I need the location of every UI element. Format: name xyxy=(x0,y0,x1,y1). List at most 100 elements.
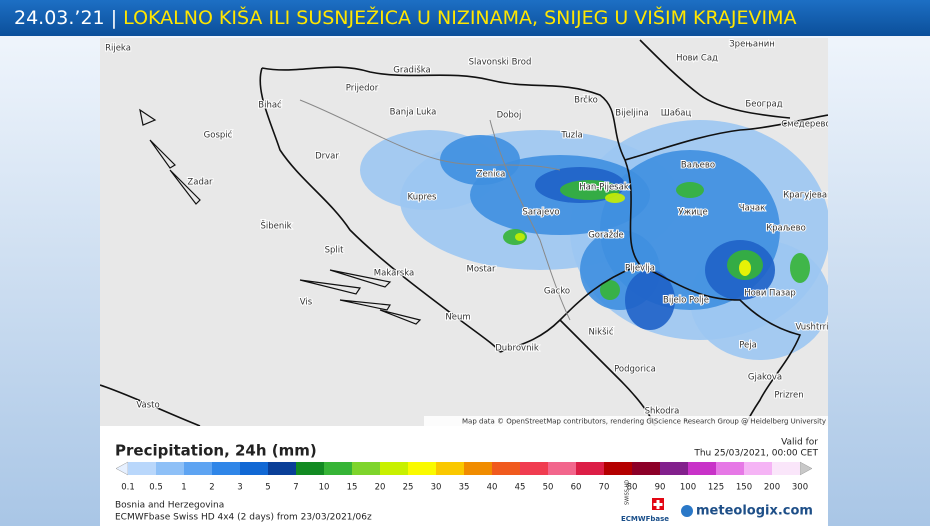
place-label: Нови Пазар xyxy=(744,289,796,299)
place-label: Bijeljina xyxy=(615,109,648,119)
colorbar-tick-label: 50 xyxy=(543,483,554,493)
colorbar-segment xyxy=(576,462,604,475)
colorbar-tick-label: 3 xyxy=(237,483,242,493)
precipitation xyxy=(360,120,828,360)
place-label: Шабац xyxy=(661,109,692,119)
colorbar-segment xyxy=(156,462,184,475)
logo-icon xyxy=(681,505,693,517)
colorbar-tick-label: 45 xyxy=(515,483,526,493)
colorbar-tick-label: 40 xyxy=(487,483,498,493)
colorbar-tick-label: 15 xyxy=(347,483,358,493)
colorbar-tick-label: 25 xyxy=(403,483,414,493)
legend-panel xyxy=(100,426,828,526)
colorbar-segment xyxy=(632,462,660,475)
place-label: Brčko xyxy=(574,95,598,106)
precip-area xyxy=(739,260,751,276)
precip-area xyxy=(605,193,625,203)
place-label: Ваљево xyxy=(681,161,715,171)
place-label: Podgorica xyxy=(614,365,656,375)
place-label: Drvar xyxy=(315,152,339,162)
precip-area xyxy=(676,182,704,198)
colorbar-tick-label: 0.5 xyxy=(149,483,163,493)
colorbar-tick-label: 60 xyxy=(571,483,582,493)
place-label: Goražde xyxy=(588,231,624,241)
place-label: Nikšić xyxy=(588,327,613,338)
colorbar: 0.1 0.5 1 2 3 5 7 10 15 20 25 30 35 40 45 50 60 70 80 90 100… xyxy=(115,461,813,493)
place-label: Чачак xyxy=(739,204,765,214)
colorbar-tick-label: 80 xyxy=(627,483,638,493)
headline: LOKALNO KIŠA ILI SUSNJEŽICA U NIZINAMA, … xyxy=(123,5,796,29)
colorbar-segment xyxy=(268,462,296,475)
place-label: Mostar xyxy=(467,265,497,275)
place-label: Vushtrri xyxy=(796,323,829,333)
place-label: Prizren xyxy=(774,391,803,401)
precip-area xyxy=(515,233,525,241)
colorbar-tick-label: 30 xyxy=(431,483,442,493)
colorbar-tick-label: 100 xyxy=(680,483,696,493)
place-label: Dubrovnik xyxy=(495,344,539,354)
colorbar-tick-label: 125 xyxy=(708,483,724,493)
place-label: Pljevlja xyxy=(625,264,655,274)
model: ECMWFbase Swiss HD 4x4 (2 days) from 23/… xyxy=(115,513,372,523)
colorbar-segment xyxy=(688,462,716,475)
map: Map data © OpenStreetMap contributors, r… xyxy=(100,38,833,426)
date: 24.03.’21 xyxy=(14,7,105,29)
colorbar-tick-label: 200 xyxy=(764,483,780,493)
colorbar-tick-label: 300 xyxy=(792,483,808,493)
internal-borders xyxy=(299,99,571,321)
place-label: Banja Luka xyxy=(390,108,437,118)
colorbar-segment xyxy=(324,462,352,475)
place-label: Зрењанин xyxy=(729,40,775,50)
colorbar-tick-label: 1 xyxy=(181,483,186,493)
precip-area xyxy=(440,135,520,185)
swiss-cross xyxy=(653,500,663,509)
colorbar-segment xyxy=(380,462,408,475)
colorbar-tick-label: 0.1 xyxy=(121,483,135,493)
place-label: Gradiška xyxy=(393,65,430,76)
logo-site: meteologix.com xyxy=(696,504,813,519)
precip-area xyxy=(560,180,620,200)
banner-title: 24.03.’21 | LOKALNO KIŠA ILI SUSNJEŽICA … xyxy=(14,5,797,29)
colorbar-segment xyxy=(548,462,576,475)
separator: | xyxy=(111,7,117,29)
colorbar-tick-label: 2 xyxy=(209,483,214,493)
place-label: Gacko xyxy=(544,287,570,297)
place-label: Ужице xyxy=(678,208,707,218)
islands xyxy=(139,108,422,325)
legend-title: Precipitation, 24h (mm) xyxy=(115,442,317,460)
colorbar-segment xyxy=(408,462,436,475)
colorbar-tick-label: 7 xyxy=(293,483,298,493)
place-label: Bihać xyxy=(258,100,282,111)
place-label: Kupres xyxy=(408,193,437,203)
place-label: Краљево xyxy=(766,224,806,234)
banner xyxy=(0,0,930,36)
colorbar-segment xyxy=(212,462,240,475)
place-label: Prijedor xyxy=(346,84,379,94)
precip-area xyxy=(790,253,810,283)
valid-label: Valid for xyxy=(781,438,818,448)
colorbar-segment xyxy=(716,462,744,475)
place-label: Bijelo Polje xyxy=(663,296,709,306)
place-label: Gjakova xyxy=(748,373,782,383)
place-label: Shkodra xyxy=(645,407,680,417)
place-label: Makarska xyxy=(374,269,414,279)
precip-area xyxy=(625,270,675,330)
place-label: Vis xyxy=(300,298,313,308)
place-label: Zadar xyxy=(187,178,213,188)
place-label: Нови Сад xyxy=(676,54,718,64)
colorbar-segment xyxy=(520,462,548,475)
colorbar-tick-label: 150 xyxy=(736,483,752,493)
colorbar-segment xyxy=(352,462,380,475)
colorbar-tick-label: 10 xyxy=(319,483,330,493)
colorbar-segment xyxy=(604,462,632,475)
place-labels: Rijeka Slavonski Brod Gradiška Нови Сад Зрењ… xyxy=(104,39,833,418)
logo-ecmwf: ECMWFbase xyxy=(621,515,669,523)
logo-swiss: SWISS HD xyxy=(625,480,631,505)
colorbar-segment xyxy=(772,462,800,475)
place-label: Neum xyxy=(445,313,470,323)
colorbar-segment xyxy=(464,462,492,475)
place-label: Zenica xyxy=(477,170,506,180)
place-label: Sarajevo xyxy=(522,208,559,218)
place-label: Крагујевац xyxy=(783,191,833,201)
